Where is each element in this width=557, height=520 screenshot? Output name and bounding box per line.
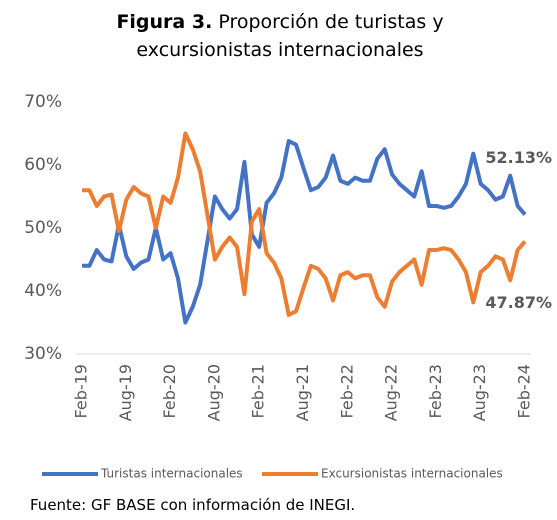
- value-label: 52.13%: [485, 148, 552, 167]
- x-tick-label: Feb-24: [515, 364, 534, 418]
- x-tick-label: Aug-21: [293, 364, 312, 421]
- series-line: [82, 131, 527, 317]
- x-tick-label: Feb-19: [72, 364, 91, 418]
- x-tick-label: Feb-21: [249, 364, 268, 418]
- y-tick-label: 40%: [24, 281, 62, 301]
- x-tick-label: Feb-20: [160, 364, 179, 418]
- legend-label: Turistas internacionales: [100, 467, 243, 481]
- x-tick-label: Aug-22: [382, 364, 401, 421]
- title-label: Figura 3.: [116, 11, 213, 33]
- chart-title: Proporción de turistas y excursionistas …: [136, 11, 444, 61]
- y-tick-label: 70%: [24, 92, 62, 112]
- x-tick-label: Aug-23: [470, 364, 489, 421]
- x-tick-label: Aug-19: [116, 364, 135, 421]
- y-tick-label: 50%: [24, 218, 62, 238]
- value-label: 47.87%: [485, 293, 552, 312]
- x-tick-label: Feb-22: [337, 364, 356, 418]
- legend-label: Excursionistas internacionales: [321, 467, 503, 481]
- y-tick-label: 60%: [24, 155, 62, 175]
- chart-title-block: Figura 3. Proporción de turistas y excur…: [100, 8, 460, 64]
- series-line: [82, 139, 527, 325]
- x-tick-label: Feb-23: [426, 364, 445, 418]
- x-tick-label: Aug-20: [204, 364, 223, 421]
- source: Fuente: GF BASE con información de INEGI…: [30, 496, 356, 514]
- y-tick-label: 30%: [24, 344, 62, 364]
